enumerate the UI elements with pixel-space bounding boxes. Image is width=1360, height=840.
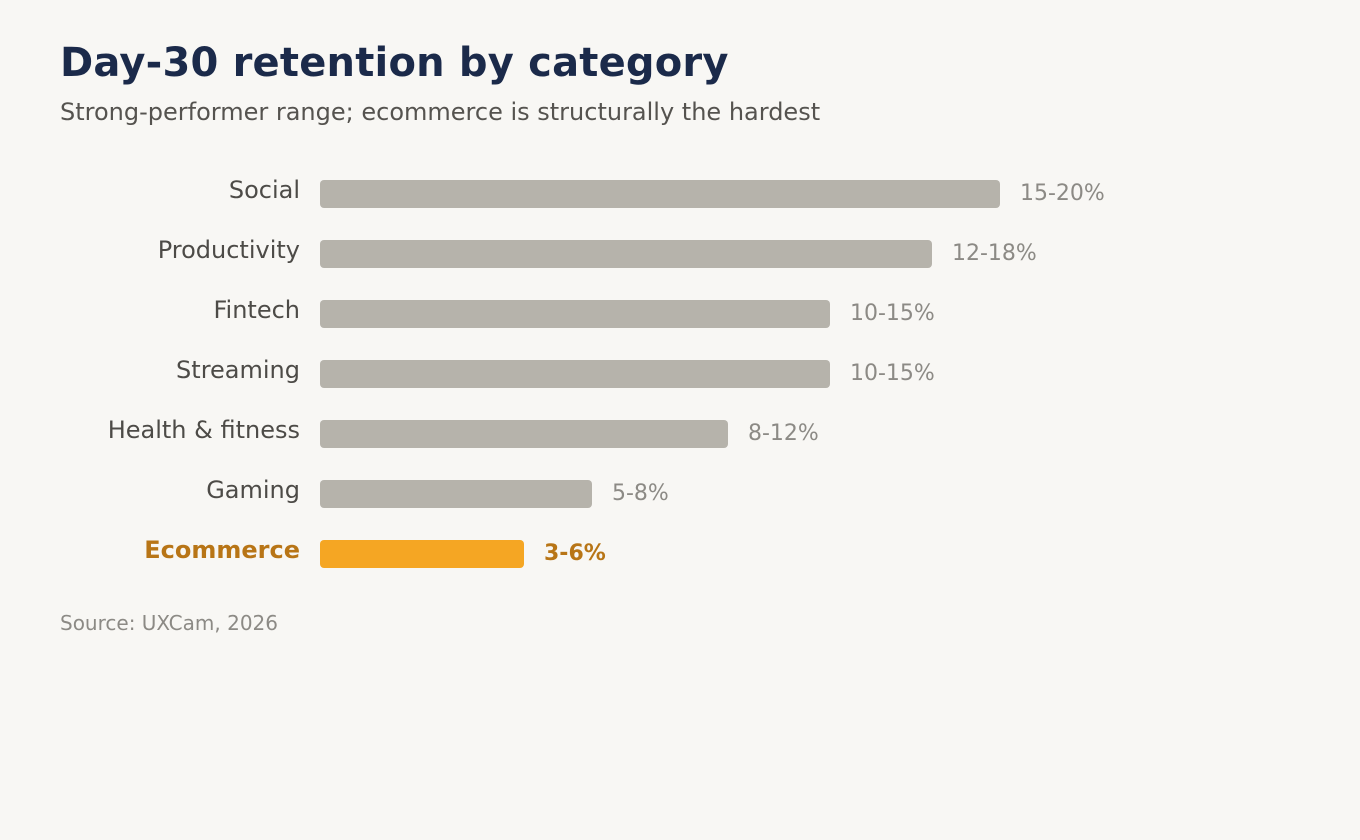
category-label: Ecommerce [144,536,300,564]
value-label: 12-18% [952,241,1037,266]
value-label: 15-20% [1020,181,1105,206]
value-label: 3-6% [544,541,606,566]
category-label: Productivity [158,236,300,264]
category-label: Social [229,176,300,204]
chart-subtitle: Strong-performer range; ecommerce is str… [60,98,821,126]
category-label: Streaming [176,356,300,384]
bar [320,180,1000,208]
bar-highlight [320,540,524,568]
bar [320,420,728,448]
bar [320,240,932,268]
chart-title: Day-30 retention by category [60,40,729,86]
category-label: Gaming [206,476,300,504]
value-label: 10-15% [850,301,935,326]
bar-chart: Social 15-20% Productivity 12-18% Fintech 10-… [108,176,1105,568]
chart-source: Source: UXCam, 2026 [60,611,278,635]
category-label: Fintech [213,296,300,324]
bar [320,360,830,388]
bar [320,300,830,328]
value-label: 8-12% [748,421,819,446]
category-label: Health & fitness [108,416,300,444]
value-label: 10-15% [850,361,935,386]
value-label: 5-8% [612,481,669,506]
bar [320,480,592,508]
